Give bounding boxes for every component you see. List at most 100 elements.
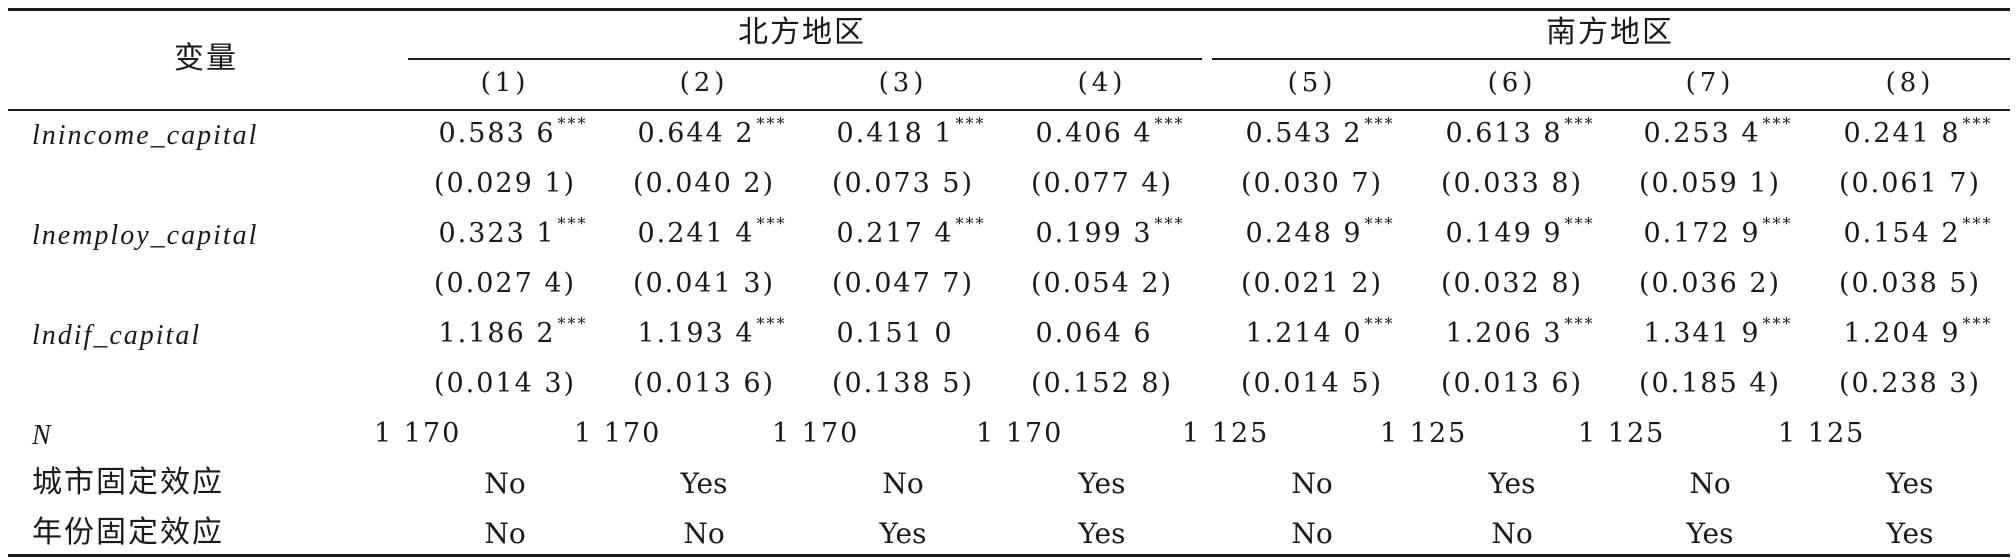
coefficient-value: 0.644 2 (637, 118, 755, 149)
coefficient-value: 0.241 8 (1843, 118, 1961, 149)
coefficient-cell: 0.172 9 *** (1643, 216, 1790, 249)
standard-error-cell: (0.041 3) (632, 268, 776, 299)
standard-error-cell: (0.029 1) (433, 168, 577, 199)
observations-cell: 1 170 (976, 418, 1064, 449)
fixed-effect-cell: Yes (1078, 467, 1126, 500)
observations-cell: 1 170 (374, 418, 462, 449)
significance-stars: *** (1762, 114, 1793, 133)
fixed-effect-cell: Yes (1886, 467, 1934, 500)
significance-stars: *** (955, 114, 986, 133)
standard-error-cell: (0.054 2) (1030, 268, 1174, 299)
standard-error-cell: (0.014 3) (433, 368, 577, 399)
coefficient-cell: 0.323 1 *** (438, 216, 585, 248)
significance-stars: *** (1364, 314, 1395, 333)
fixed-effect-cell: No (1291, 467, 1333, 500)
significance-stars: *** (756, 114, 787, 133)
column-header: (2) (679, 68, 729, 98)
observations-label: N (32, 420, 53, 451)
bottom-rule (8, 554, 2010, 557)
coefficient-value: 0.248 9 (1245, 218, 1363, 249)
coefficient-value: 0.151 0 (836, 318, 954, 349)
variable-name: lndif_capital (32, 320, 202, 351)
variable-header: 变量 (174, 41, 238, 76)
fixed-effect-cell: Yes (1078, 517, 1126, 550)
standard-error-cell: (0.077 4) (1030, 168, 1174, 199)
significance-stars: *** (1962, 214, 1993, 233)
fixed-effect-cell: Yes (1686, 517, 1734, 550)
coefficient-cell: 0.241 4 *** (637, 216, 784, 249)
coefficient-value: 1.214 0 (1245, 318, 1363, 349)
fixed-effect-cell: Yes (879, 517, 927, 550)
coefficient-cell: 0.644 2 *** (637, 116, 784, 149)
coefficient-cell: 0.406 4 *** (1035, 116, 1182, 148)
coefficient-value: 1.206 3 (1445, 318, 1563, 349)
coefficient-value: 0.583 6 (438, 118, 556, 149)
variable-name: lnincome_capital (32, 120, 259, 151)
fixed-effect-cell: No (1291, 517, 1333, 550)
observations-cell: 1 125 (1182, 418, 1270, 449)
coefficient-value: 0.199 3 (1035, 218, 1153, 249)
coefficient-cell: 0.154 2 *** (1843, 216, 1990, 248)
coefficient-value: 0.418 1 (836, 118, 954, 149)
standard-error-cell: (0.238 3) (1838, 368, 1982, 399)
fixed-effect-cell: Yes (1886, 517, 1934, 550)
significance-stars: *** (1154, 214, 1185, 233)
observations-cell: 1 125 (1380, 418, 1468, 449)
header-bottom-rule (8, 109, 2010, 111)
variable-name: lnemploy_capital (32, 220, 259, 251)
north-group-rule (408, 58, 1202, 60)
coefficient-cell: 1.206 3 *** (1445, 316, 1592, 349)
standard-error-cell: (0.047 7) (831, 268, 975, 299)
coefficient-value: 1.341 9 (1643, 318, 1761, 349)
fixed-effect-cell: No (683, 517, 725, 550)
standard-error-cell: (0.013 6) (1440, 368, 1584, 399)
fixed-effect-cell: No (1689, 467, 1731, 500)
south-group-rule (1212, 58, 2010, 60)
fixed-effect-label: 城市固定效应 (32, 465, 224, 500)
coefficient-cell: 0.149 9 *** (1445, 216, 1592, 249)
significance-stars: *** (1154, 114, 1185, 133)
column-header: (4) (1077, 68, 1127, 98)
standard-error-cell: (0.073 5) (831, 168, 975, 199)
coefficient-cell: 0.583 6 *** (438, 116, 585, 149)
coefficient-value: 0.543 2 (1245, 118, 1363, 149)
significance-stars: *** (1762, 314, 1793, 333)
coefficient-cell: 0.217 4 *** (836, 216, 983, 248)
column-header: (7) (1685, 68, 1735, 98)
significance-stars: *** (1564, 114, 1595, 133)
coefficient-cell: 0.543 2 *** (1245, 116, 1392, 149)
significance-stars: *** (557, 114, 588, 133)
coefficient-cell: 1.341 9 *** (1643, 316, 1790, 349)
coefficient-cell: 0.248 9 *** (1245, 216, 1392, 249)
standard-error-cell: (0.013 6) (632, 368, 776, 399)
coefficient-value: 0.064 6 (1035, 318, 1153, 349)
coefficient-cell: 1.214 0 *** (1245, 316, 1392, 349)
significance-stars: *** (1962, 114, 1993, 133)
fixed-effect-label: 年份固定效应 (32, 515, 224, 550)
standard-error-cell: (0.033 8) (1440, 168, 1584, 199)
significance-stars: *** (756, 214, 787, 233)
standard-error-cell: (0.038 5) (1838, 268, 1982, 299)
fixed-effect-cell: No (484, 467, 526, 500)
observations-cell: 1 170 (574, 418, 662, 449)
coefficient-value: 0.253 4 (1643, 118, 1761, 149)
coefficient-value: 0.613 8 (1445, 118, 1563, 149)
standard-error-cell: (0.185 4) (1638, 368, 1782, 399)
fixed-effect-cell: Yes (680, 467, 728, 500)
coefficient-value: 0.149 9 (1445, 218, 1563, 249)
coefficient-value: 0.241 4 (637, 218, 755, 249)
standard-error-cell: (0.021 2) (1240, 268, 1384, 299)
observations-cell: 1 125 (1578, 418, 1666, 449)
standard-error-cell: (0.061 7) (1838, 168, 1982, 199)
group-header-south: 南方地区 (1546, 15, 1674, 50)
fixed-effect-cell: No (484, 517, 526, 550)
significance-stars: *** (1364, 114, 1395, 133)
column-header: (6) (1487, 68, 1537, 98)
coefficient-value: 0.172 9 (1643, 218, 1761, 249)
top-rule (8, 8, 2010, 11)
coefficient-cell: 0.613 8 *** (1445, 116, 1592, 149)
coefficient-cell: 0.064 6 (1035, 320, 1152, 347)
standard-error-cell: (0.059 1) (1638, 168, 1782, 199)
significance-stars: *** (955, 214, 986, 233)
significance-stars: *** (557, 214, 588, 233)
